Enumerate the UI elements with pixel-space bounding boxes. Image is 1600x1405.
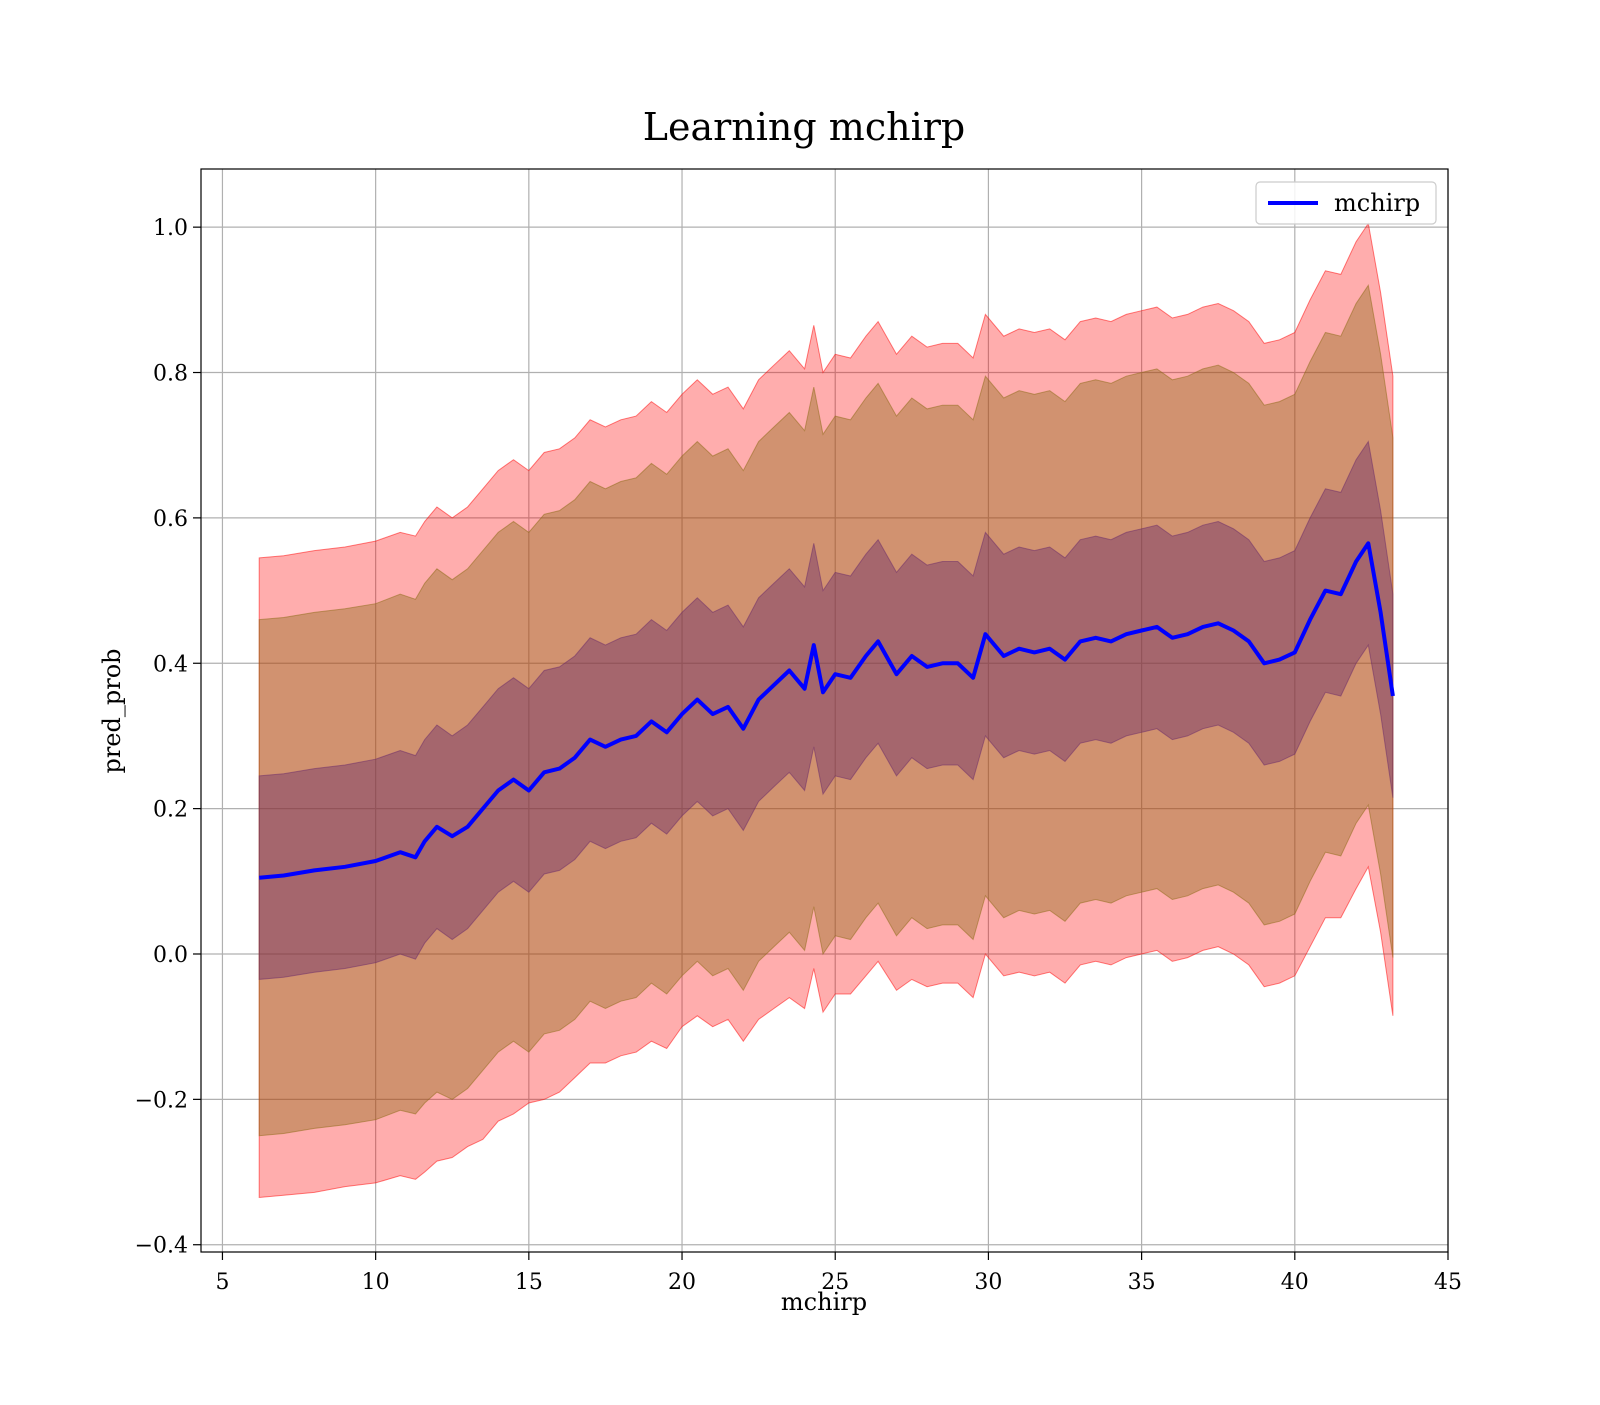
band-middle bbox=[258, 283, 1394, 1137]
x-tick-label-2: 15 bbox=[515, 1270, 543, 1295]
legend-box bbox=[1255, 181, 1437, 225]
x-axis-ticks: 5 10 15 20 25 30 35 40 45 bbox=[215, 1252, 1462, 1295]
y-tick-label-0: −0.4 bbox=[135, 1234, 188, 1259]
x-tick-label-1: 10 bbox=[362, 1270, 390, 1295]
legend-label: mchirp bbox=[1334, 189, 1420, 217]
x-tick-label-7: 40 bbox=[1281, 1270, 1309, 1295]
x-axis-label: mchirp bbox=[781, 1288, 867, 1316]
x-tick-label-0: 5 bbox=[215, 1270, 229, 1295]
y-tick-label-6: 0.8 bbox=[153, 362, 188, 387]
band-outer bbox=[258, 222, 1394, 1199]
x-tick-label-5: 30 bbox=[974, 1270, 1002, 1295]
y-axis-ticks: −0.4 −0.2 0.0 0.2 0.4 0.6 0.8 1.0 bbox=[135, 216, 201, 1259]
series-line-mchirp bbox=[259, 541, 1395, 880]
confidence-bands bbox=[258, 222, 1394, 1199]
x-tick-label-4: 25 bbox=[821, 1270, 849, 1295]
band-inner bbox=[258, 440, 1394, 980]
chart-title: Learning mchirp bbox=[643, 105, 965, 149]
legend: mchirp bbox=[1255, 181, 1437, 225]
y-axis-label: pred_prob bbox=[98, 648, 126, 773]
y-tick-label-7: 1.0 bbox=[153, 216, 188, 241]
y-tick-label-2: 0.0 bbox=[153, 943, 188, 968]
series-lines bbox=[259, 541, 1395, 880]
plot-area-frame bbox=[200, 168, 1449, 1253]
x-tick-label-6: 35 bbox=[1128, 1270, 1156, 1295]
y-tick-label-4: 0.4 bbox=[153, 652, 188, 677]
y-tick-label-5: 0.6 bbox=[153, 507, 188, 532]
x-tick-label-3: 20 bbox=[668, 1270, 696, 1295]
y-tick-label-3: 0.2 bbox=[153, 798, 188, 823]
x-tick-label-8: 45 bbox=[1434, 1270, 1462, 1295]
y-tick-label-1: −0.2 bbox=[135, 1088, 188, 1113]
